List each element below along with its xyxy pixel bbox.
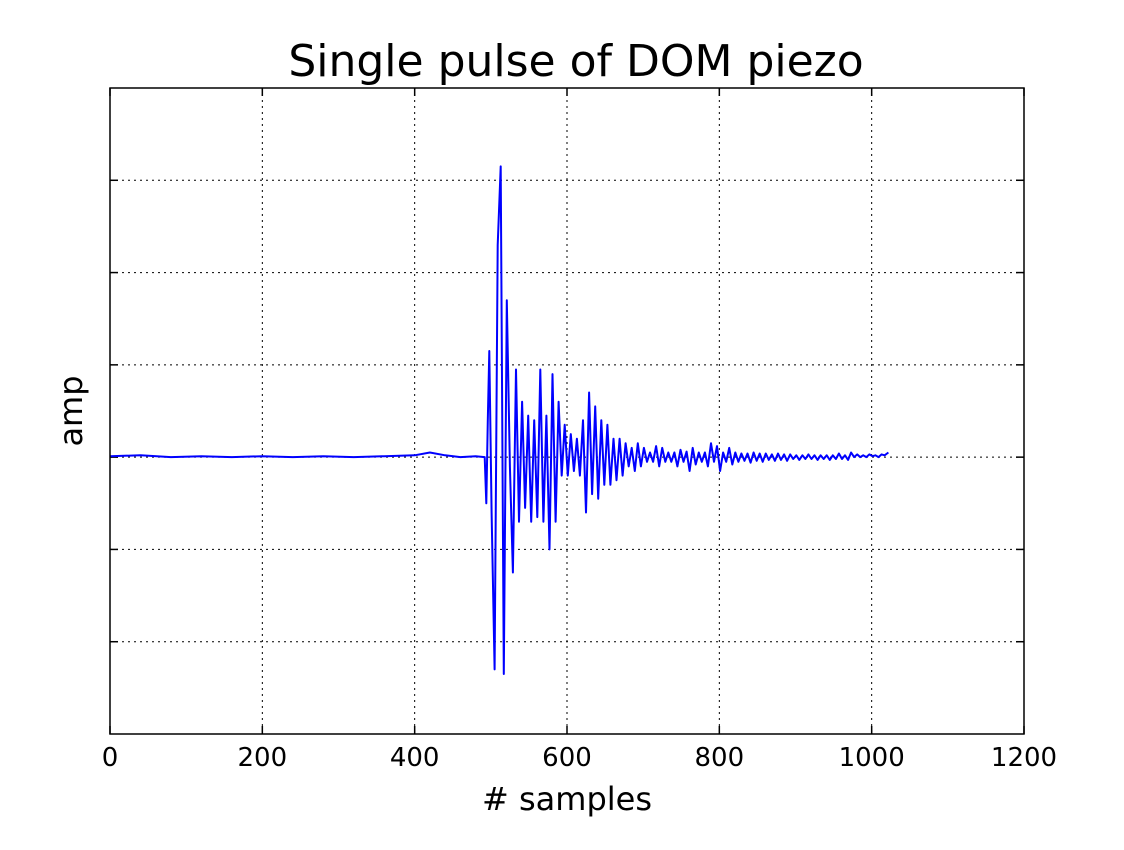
x-tick-label: 400 (390, 743, 440, 773)
x-tick-label: 600 (542, 743, 592, 773)
plot-frame (109, 87, 1025, 735)
chart-title: Single pulse of DOM piezo (288, 36, 863, 87)
x-axis-label: # samples (482, 780, 652, 818)
y-axis-label: amp (52, 375, 90, 446)
x-tick-labels: 0 200 400 600 800 1000 1200 (102, 743, 1057, 773)
series-line (109, 165, 889, 675)
x-tick-label: 200 (238, 743, 288, 773)
axis-ticks (109, 88, 1025, 734)
grid (110, 88, 1024, 734)
series-layer (109, 165, 889, 675)
x-tick-label: 0 (102, 743, 119, 773)
x-tick-label: 800 (695, 743, 745, 773)
x-tick-label: 1000 (839, 743, 905, 773)
x-tick-label: 1200 (991, 743, 1057, 773)
